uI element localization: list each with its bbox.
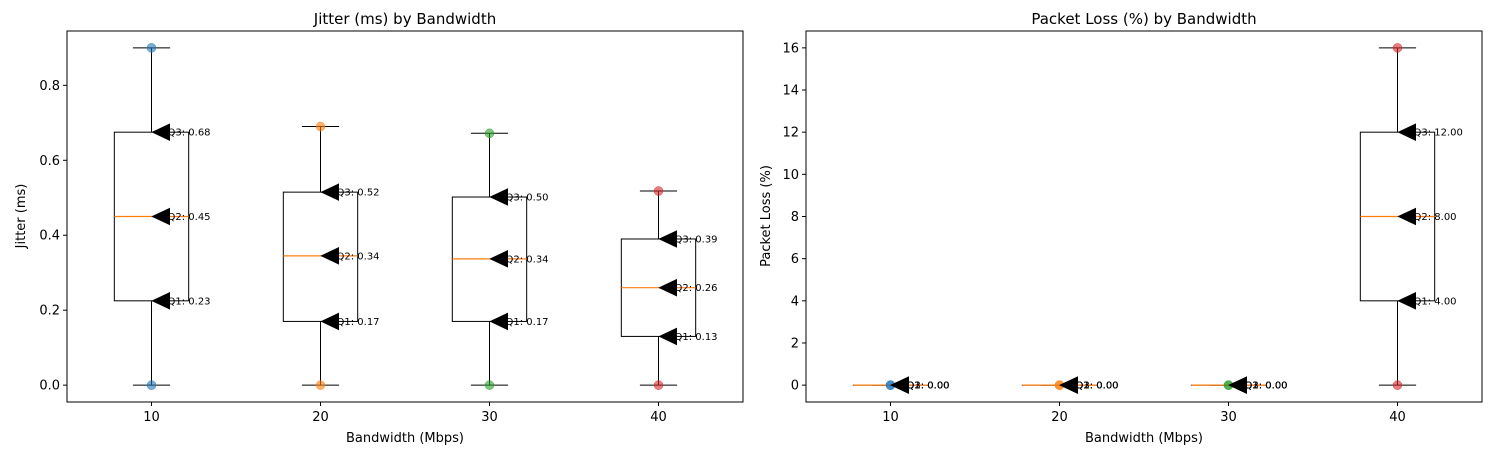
packet-loss-annotation-label: Q3: 0.00 [907,381,950,392]
packet-loss-annotation-label: Q1: 0.00 [907,381,950,392]
packet-loss-annotation-arrow [1228,376,1247,394]
jitter-data-point [146,380,157,390]
jitter-annotation-arrow [658,230,677,248]
packet-loss-annotation-arrow [1397,123,1416,141]
jitter-y-axis-label: Jitter (ms) [14,184,29,250]
jitter-y-tick-label: 0.4 [39,229,60,244]
jitter-chart: Jitter (ms) by Bandwidth Bandwidth (Mbps… [14,10,744,446]
packet-loss-y-tick-label: 6 [791,252,799,267]
packet-loss-annotation-label: Q3: 0.00 [1076,381,1119,392]
packet-loss-annotation-arrow [890,376,909,394]
packet-loss-data-point [1392,380,1403,390]
jitter-annotation-label: Q1: 0.13 [675,332,718,343]
jitter-annotation-arrow [489,188,508,206]
packet-loss-x-tick-label: 30 [1220,410,1237,425]
packet-loss-y-axis-label: Packet Loss (%) [759,165,774,267]
packet-loss-chart: Packet Loss (%) by Bandwidth Bandwidth (… [759,10,1483,446]
packet-loss-y-tick-label: 0 [791,379,799,394]
packet-loss-data-point [1392,43,1403,53]
jitter-annotation-label: Q3: 0.52 [337,188,380,199]
packet-loss-y-tick-label: 4 [791,294,799,309]
jitter-y-tick-label: 0.2 [39,304,60,319]
packet-loss-y-tick-label: 16 [782,41,799,56]
jitter-annotation-arrow [658,278,677,297]
jitter-data-point [484,128,495,139]
packet-loss-annotation-label: Q3: 12.00 [1414,128,1463,139]
jitter-annotation-label: Q2: 0.45 [168,212,211,223]
packet-loss-x-axis-label: Bandwidth (Mbps) [1085,431,1203,446]
jitter-annotation-label: Q2: 0.26 [675,283,718,294]
jitter-data-point [146,43,157,53]
packet-loss-annotation-label: Q1: 4.00 [1414,296,1457,307]
packet-loss-annotation-arrow [1397,207,1416,226]
jitter-chart-title: Jitter (ms) by Bandwidth [313,10,496,28]
packet-loss-y-tick-label: 8 [791,210,799,225]
jitter-x-tick-label: 30 [481,410,498,425]
jitter-annotation-label: Q2: 0.34 [506,254,549,265]
jitter-annotation-label: Q3: 0.68 [168,128,211,139]
jitter-data-point [315,121,326,132]
packet-loss-annotation-arrow [1059,376,1078,394]
jitter-x-tick-label: 40 [650,410,667,425]
jitter-annotation-label: Q3: 0.39 [675,234,718,245]
jitter-annotation-label: Q2: 0.34 [337,251,380,262]
jitter-annotation-label: Q1: 0.17 [506,317,549,328]
jitter-x-tick-label: 20 [312,410,329,425]
packet-loss-annotation-label: Q2: 0.00 [907,381,950,392]
packet-loss-annotation-arrow [1397,292,1416,310]
packet-loss-chart-title: Packet Loss (%) by Bandwidth [1031,10,1256,28]
packet-loss-annotation-label: Q1: 0.00 [1245,381,1288,392]
jitter-annotation-label: Q1: 0.23 [168,296,211,307]
jitter-x-tick-label: 10 [143,410,160,425]
packet-loss-y-tick-label: 2 [791,336,799,351]
packet-loss-annotation-label: Q2: 0.00 [1245,381,1288,392]
jitter-data-point [484,380,495,390]
packet-loss-y-tick-label: 14 [782,84,799,99]
jitter-data-point [315,380,326,390]
jitter-y-tick-label: 0.6 [39,154,60,169]
jitter-data-point [653,186,664,196]
packet-loss-annotation-label: Q2: 0.00 [1076,381,1119,392]
packet-loss-y-tick-label: 12 [782,126,799,141]
jitter-data-point [653,380,664,390]
jitter-annotation-label: Q3: 0.50 [506,193,549,204]
packet-loss-annotation-label: Q3: 0.00 [1245,381,1288,392]
jitter-annotation-label: Q1: 0.17 [337,317,380,328]
jitter-axes-frame [66,30,744,403]
jitter-annotation-arrow [320,247,339,265]
jitter-annotation-arrow [658,327,677,346]
jitter-x-axis-label: Bandwidth (Mbps) [346,431,464,446]
jitter-annotation-arrow [320,312,339,331]
jitter-annotation-arrow [151,123,170,141]
jitter-annotation-arrow [489,312,508,331]
jitter-plot-area: 0.0 0.2 0.4 0.6 0.8 10 20 30 40 Q3: 0.68 Q2: 0.45 Q… [39,30,744,425]
jitter-annotation-arrow [151,292,170,310]
packet-loss-x-tick-label: 20 [1051,410,1068,425]
packet-loss-annotation-label: Q1: 0.00 [1076,381,1119,392]
jitter-annotation-arrow [320,183,339,201]
packet-loss-annotation-label: Q2: 8.00 [1414,212,1457,223]
jitter-annotation-arrow [489,250,508,268]
packet-loss-x-tick-label: 10 [882,410,899,425]
jitter-y-tick-label: 0.8 [39,79,60,94]
packet-loss-y-tick-label: 10 [782,168,799,183]
packet-loss-x-tick-label: 40 [1389,410,1406,425]
jitter-y-tick-label: 0.0 [39,379,60,394]
jitter-annotation-arrow [151,207,170,226]
